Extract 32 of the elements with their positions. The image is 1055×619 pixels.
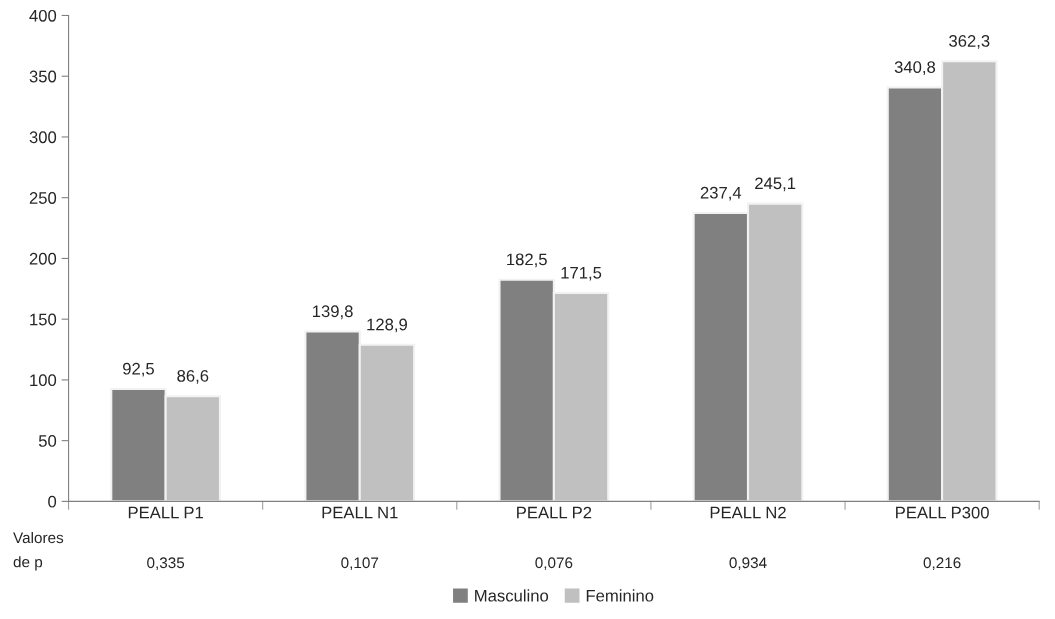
data-label: 128,9 bbox=[367, 318, 407, 333]
x-tick-label: PEALL N1 bbox=[322, 506, 398, 519]
y-tick-label: 250 bbox=[29, 192, 57, 204]
data-label: 237,4 bbox=[700, 186, 742, 201]
text: 0,216 bbox=[923, 557, 961, 570]
y-tick-label: 0 bbox=[48, 495, 57, 508]
data-label: 340,8 bbox=[894, 61, 936, 75]
y-tick-label: 50 bbox=[38, 435, 57, 447]
text: 0,076 bbox=[535, 557, 573, 570]
data-label: 86,6 bbox=[177, 369, 209, 384]
text: 0,934 bbox=[729, 557, 767, 570]
y-tick-label: 350 bbox=[29, 70, 57, 83]
y-tick-label: 200 bbox=[29, 252, 57, 265]
data-label: 182,5 bbox=[507, 253, 547, 268]
text: 0,107 bbox=[341, 557, 379, 570]
text: Valores de p bbox=[13, 531, 64, 571]
legend-label: Masculino bbox=[475, 589, 549, 602]
y-tick-label: 150 bbox=[30, 313, 57, 326]
y-tick-label: 300 bbox=[29, 131, 57, 144]
legend-label: Feminino bbox=[586, 589, 654, 602]
x-tick-label: PEALL P1 bbox=[128, 506, 203, 519]
text: 0,335 bbox=[147, 557, 185, 570]
y-tick-label: 400 bbox=[29, 9, 57, 22]
data-label: 171,5 bbox=[561, 267, 602, 281]
x-tick-label: PEALL P300 bbox=[896, 506, 989, 519]
data-label: 245,1 bbox=[755, 177, 796, 192]
data-label: 92,5 bbox=[123, 362, 154, 377]
data-label: 362,3 bbox=[949, 35, 990, 49]
x-tick-label: PEALL P2 bbox=[517, 506, 592, 519]
x-tick-label: PEALL N2 bbox=[710, 506, 786, 519]
data-label: 139,8 bbox=[313, 305, 353, 320]
y-tick-label: 100 bbox=[30, 374, 57, 387]
